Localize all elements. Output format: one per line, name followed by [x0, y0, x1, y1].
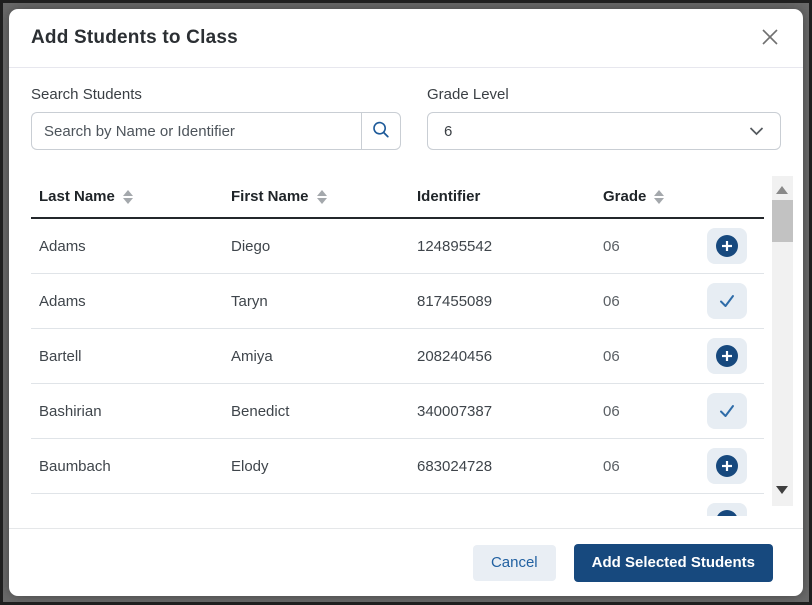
first-name-cell: Benedict: [231, 402, 290, 420]
row-action-button[interactable]: [707, 338, 747, 374]
add-student-icon: [716, 235, 738, 257]
first-name-cell: Diego: [231, 237, 271, 255]
column-header-grade[interactable]: Grade: [595, 188, 690, 205]
add-student-icon: [716, 345, 738, 367]
identifier-cell: 817455089: [417, 292, 493, 310]
add-student-icon: [716, 455, 738, 477]
column-header-identifier: Identifier: [417, 188, 481, 205]
last-name-cell: Bartell: [39, 347, 82, 365]
search-icon: [371, 120, 391, 143]
search-button[interactable]: [361, 112, 401, 150]
add-selected-students-button[interactable]: Add Selected Students: [573, 543, 773, 582]
identifier-cell: 208240456: [417, 347, 493, 365]
last-name-cell: Adams: [39, 292, 86, 310]
table-row: [31, 494, 764, 516]
selected-check-icon: [717, 292, 737, 310]
column-header-first-name[interactable]: First Name: [223, 188, 409, 205]
first-name-cell: Taryn: [231, 292, 268, 310]
add-students-modal: Add Students to Class Search Students: [9, 9, 803, 596]
last-name-cell: Baumbach: [39, 457, 111, 475]
row-action-button[interactable]: [707, 503, 747, 516]
row-action-button[interactable]: [707, 393, 747, 429]
last-name-cell: Bashirian: [39, 402, 102, 420]
scroll-up-icon[interactable]: [776, 186, 788, 194]
close-icon: [759, 26, 781, 51]
first-name-cell: Amiya: [231, 347, 273, 365]
table-body: Adams Diego 124895542 06 Adams Tar: [31, 219, 764, 516]
identifier-cell: 340007387: [417, 402, 493, 420]
grade-cell: 06: [603, 457, 620, 475]
row-action-button[interactable]: [707, 448, 747, 484]
students-table: Last Name First Name Identifier Grade Ad…: [31, 176, 764, 528]
modal-footer: Cancel Add Selected Students: [9, 528, 803, 596]
search-input-group: [31, 112, 401, 150]
table-header-row: Last Name First Name Identifier Grade: [31, 176, 764, 219]
table-row: Adams Taryn 817455089 06: [31, 274, 764, 329]
table-row: Baumbach Elody 683024728 06: [31, 439, 764, 494]
sort-icon: [122, 189, 133, 204]
modal-title: Add Students to Class: [31, 27, 238, 48]
row-action-button[interactable]: [707, 228, 747, 264]
table-row: Bashirian Benedict 340007387 06: [31, 384, 764, 439]
grade-cell: 06: [603, 292, 620, 310]
search-input[interactable]: [31, 112, 361, 150]
selected-check-icon: [717, 402, 737, 420]
scroll-down-icon[interactable]: [776, 486, 788, 494]
row-action-button[interactable]: [707, 283, 747, 319]
modal-header: Add Students to Class: [9, 9, 803, 68]
grade-level-value: 6: [444, 122, 453, 140]
grade-field-group: Grade Level 6: [427, 86, 781, 150]
identifier-cell: 124895542: [417, 237, 493, 255]
grade-cell: 06: [603, 237, 620, 255]
first-name-cell: Elody: [231, 457, 269, 475]
last-name-cell: Adams: [39, 237, 86, 255]
table-scrollbar[interactable]: [772, 176, 793, 506]
filter-controls: Search Students Grade Level 6: [9, 68, 803, 150]
cancel-button[interactable]: Cancel: [472, 544, 556, 581]
table-row: Adams Diego 124895542 06: [31, 219, 764, 274]
sort-icon: [316, 189, 327, 204]
grade-level-label: Grade Level: [427, 86, 509, 103]
students-table-area: Last Name First Name Identifier Grade Ad…: [9, 150, 803, 528]
identifier-cell: 683024728: [417, 457, 493, 475]
chevron-down-icon: [749, 123, 764, 140]
search-label: Search Students: [31, 86, 142, 103]
close-button[interactable]: [755, 23, 785, 53]
column-header-last-name[interactable]: Last Name: [31, 188, 223, 205]
table-row: Bartell Amiya 208240456 06: [31, 329, 764, 384]
grade-cell: 06: [603, 347, 620, 365]
sort-icon: [654, 189, 665, 204]
search-field-group: Search Students: [31, 86, 401, 150]
grade-level-select[interactable]: 6: [427, 112, 781, 150]
add-student-icon: [716, 510, 738, 516]
grade-cell: 06: [603, 402, 620, 420]
scrollbar-thumb[interactable]: [772, 200, 793, 242]
